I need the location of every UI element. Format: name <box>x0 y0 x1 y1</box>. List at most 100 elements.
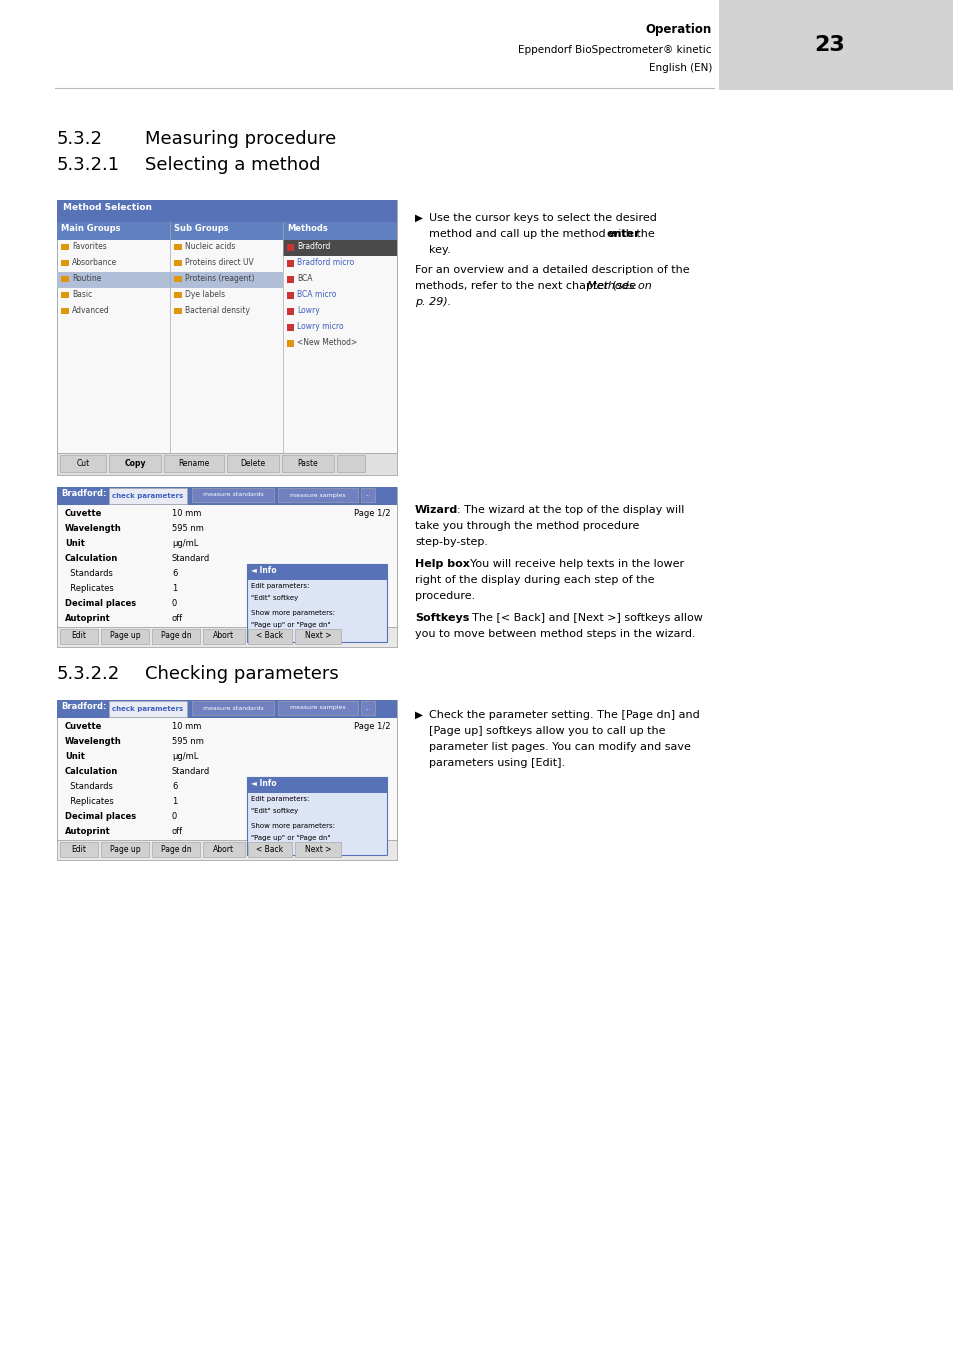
Text: Page 1/2: Page 1/2 <box>355 509 391 518</box>
Text: Sub Groups: Sub Groups <box>173 224 229 234</box>
Text: 5.3.2.2: 5.3.2.2 <box>57 666 120 683</box>
Text: 5.3.2.1: 5.3.2.1 <box>57 157 120 174</box>
Text: ...: ... <box>365 706 370 710</box>
Text: 23: 23 <box>814 35 844 55</box>
Bar <box>173 308 182 315</box>
Text: method and call up the method with the: method and call up the method with the <box>429 230 658 239</box>
Text: Dye labels: Dye labels <box>185 290 225 298</box>
Text: Selecting a method: Selecting a method <box>145 157 320 174</box>
Bar <box>61 261 69 266</box>
Text: : The [< Back] and [Next >] softkeys allow: : The [< Back] and [Next >] softkeys all… <box>464 613 702 622</box>
Text: <New Method>: <New Method> <box>296 338 356 347</box>
Text: off: off <box>172 828 183 836</box>
Bar <box>277 701 357 716</box>
Bar <box>152 842 200 857</box>
Text: BCA: BCA <box>296 274 313 284</box>
Text: Replicates: Replicates <box>65 585 113 593</box>
Text: Edit parameters:: Edit parameters: <box>251 583 309 589</box>
Text: "Page up" or "Page dn": "Page up" or "Page dn" <box>251 836 331 841</box>
Bar <box>282 455 334 472</box>
Bar <box>152 629 200 644</box>
Bar <box>173 275 182 282</box>
Text: Show more parameters:: Show more parameters: <box>251 824 335 829</box>
Bar <box>57 626 396 647</box>
Text: check parameters: check parameters <box>112 706 183 711</box>
Bar <box>109 487 187 504</box>
Text: Decimal places: Decimal places <box>65 599 136 608</box>
Bar <box>109 701 187 717</box>
Text: Standards: Standards <box>65 568 112 578</box>
Text: 1: 1 <box>172 796 177 806</box>
Text: Bradford micro: Bradford micro <box>296 258 354 267</box>
Text: Proteins direct UV: Proteins direct UV <box>185 258 253 267</box>
Text: Copy: Copy <box>124 459 146 467</box>
Bar <box>247 778 387 855</box>
Bar <box>287 261 294 267</box>
Text: Decimal places: Decimal places <box>65 811 136 821</box>
Text: Operation: Operation <box>645 23 711 36</box>
Bar <box>227 455 278 472</box>
Bar <box>287 275 294 284</box>
Text: For an overview and a detailed description of the: For an overview and a detailed descripti… <box>415 265 689 275</box>
Text: methods, refer to the next chapter (see: methods, refer to the next chapter (see <box>415 281 639 292</box>
Text: Wizard: Wizard <box>415 505 457 514</box>
Bar <box>203 842 245 857</box>
Text: : You will receive help texts in the lower: : You will receive help texts in the low… <box>462 559 683 568</box>
Bar <box>248 629 292 644</box>
Text: ◄ Info: ◄ Info <box>251 566 276 575</box>
Text: 10 mm: 10 mm <box>172 509 201 518</box>
Bar <box>247 778 387 792</box>
Text: Eppendorf BioSpectrometer® kinetic: Eppendorf BioSpectrometer® kinetic <box>518 45 711 55</box>
Text: 0: 0 <box>172 599 177 608</box>
Text: Methods: Methods <box>287 224 328 234</box>
Text: ...: ... <box>365 493 370 498</box>
Text: Bradford:: Bradford: <box>61 489 107 498</box>
Text: measure standards: measure standards <box>202 706 263 710</box>
Text: measure samples: measure samples <box>290 706 345 710</box>
Text: Page 1/2: Page 1/2 <box>355 722 391 730</box>
Text: Autoprint: Autoprint <box>65 828 111 836</box>
Text: Next >: Next > <box>304 632 331 640</box>
Bar <box>360 487 375 502</box>
Bar <box>170 271 283 288</box>
Bar <box>287 292 294 298</box>
Text: Unit: Unit <box>65 752 85 761</box>
Text: Edit parameters:: Edit parameters: <box>251 796 309 802</box>
Text: 6: 6 <box>172 782 177 791</box>
Text: right of the display during each step of the: right of the display during each step of… <box>415 575 654 585</box>
Text: Page dn: Page dn <box>160 632 192 640</box>
Text: "Edit" softkey: "Edit" softkey <box>251 595 298 601</box>
Bar <box>719 0 953 90</box>
Text: BCA micro: BCA micro <box>296 290 336 298</box>
Text: Standards: Standards <box>65 782 112 791</box>
Text: Method Selection: Method Selection <box>63 202 152 212</box>
Bar <box>173 244 182 250</box>
Text: Delete: Delete <box>240 459 265 467</box>
Bar <box>287 340 294 347</box>
Bar <box>57 840 396 860</box>
Bar <box>203 629 245 644</box>
Text: < Back: < Back <box>256 632 283 640</box>
Text: 595 nm: 595 nm <box>172 737 204 747</box>
Bar <box>336 455 365 472</box>
Bar <box>247 564 387 580</box>
Text: ▶: ▶ <box>415 710 422 720</box>
Bar <box>57 454 396 475</box>
Text: Page dn: Page dn <box>160 845 192 853</box>
Text: Main Groups: Main Groups <box>61 224 120 234</box>
Bar <box>287 244 294 251</box>
Text: Show more parameters:: Show more parameters: <box>251 610 335 616</box>
Text: Page up: Page up <box>110 632 140 640</box>
Bar <box>360 701 375 716</box>
Text: Bradford: Bradford <box>296 242 330 251</box>
Text: μg/mL: μg/mL <box>172 752 198 761</box>
Text: Replicates: Replicates <box>65 796 113 806</box>
Text: 10 mm: 10 mm <box>172 722 201 730</box>
Text: Paste: Paste <box>297 459 318 467</box>
Text: Standard: Standard <box>172 554 210 563</box>
Bar <box>60 842 98 857</box>
Text: check parameters: check parameters <box>112 493 183 500</box>
Text: ▶: ▶ <box>415 213 422 223</box>
Text: Favorites: Favorites <box>71 242 107 251</box>
Text: Calculation: Calculation <box>65 554 118 563</box>
